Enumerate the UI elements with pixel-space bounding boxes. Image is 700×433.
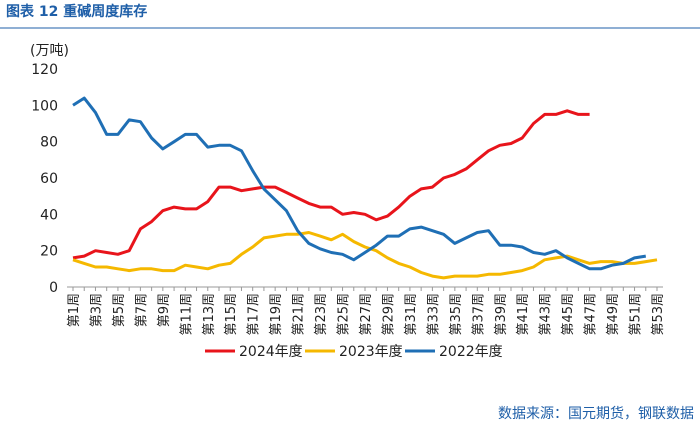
x-tick-label: 第51周 xyxy=(629,293,644,336)
x-tick-label: 第31周 xyxy=(404,293,419,336)
y-axis-label: (万吨) xyxy=(30,43,69,59)
x-tick-label: 第11周 xyxy=(179,293,194,336)
legend-label: 2023年度 xyxy=(339,344,403,360)
legend-label: 2024年度 xyxy=(239,344,303,360)
x-tick-label: 第7周 xyxy=(134,293,149,327)
y-tick-label: 120 xyxy=(31,62,58,78)
x-tick-label: 第29周 xyxy=(381,293,396,336)
x-tick-label: 第41周 xyxy=(516,293,531,336)
x-tick-label: 第49周 xyxy=(606,293,621,336)
series-line xyxy=(72,109,590,260)
y-tick-label: 80 xyxy=(40,135,58,151)
y-tick-label: 0 xyxy=(49,280,58,296)
x-tick-label: 第33周 xyxy=(426,293,441,336)
x-tick-label: 第35周 xyxy=(449,293,464,336)
x-tick-label: 第37周 xyxy=(471,293,486,336)
source-note: 数据来源：国元期货，钢联数据 xyxy=(498,405,694,422)
y-tick-label: 60 xyxy=(40,171,58,187)
x-tick-label: 第19周 xyxy=(269,293,284,336)
x-tick-label: 第13周 xyxy=(202,293,217,336)
y-tick-label: 40 xyxy=(40,207,58,223)
x-tick-label: 第3周 xyxy=(89,293,104,327)
x-tick-label: 第23周 xyxy=(314,293,329,336)
x-tick-label: 第17周 xyxy=(247,293,262,336)
x-tick-label: 第45周 xyxy=(561,293,576,336)
y-tick-label: 20 xyxy=(40,244,58,260)
y-tick-label: 100 xyxy=(31,98,58,114)
x-tick-label: 第15周 xyxy=(224,293,239,336)
x-tick-label: 第9周 xyxy=(157,293,172,327)
series-line xyxy=(72,96,647,271)
x-tick-label: 第47周 xyxy=(584,293,599,336)
chart-title: 图表 12 重碱周度库存 xyxy=(6,3,147,20)
series-line xyxy=(72,231,658,280)
x-tick-label: 第21周 xyxy=(292,293,307,336)
x-tick-label: 第25周 xyxy=(337,293,352,336)
x-tick-label: 第43周 xyxy=(539,293,554,336)
legend-label: 2022年度 xyxy=(439,344,503,360)
x-tick-label: 第53周 xyxy=(651,293,666,336)
x-tick-label: 第39周 xyxy=(494,293,509,336)
x-tick-label: 第5周 xyxy=(112,293,127,327)
x-tick-label: 第27周 xyxy=(359,293,374,336)
x-tick-label: 第1周 xyxy=(67,293,82,327)
